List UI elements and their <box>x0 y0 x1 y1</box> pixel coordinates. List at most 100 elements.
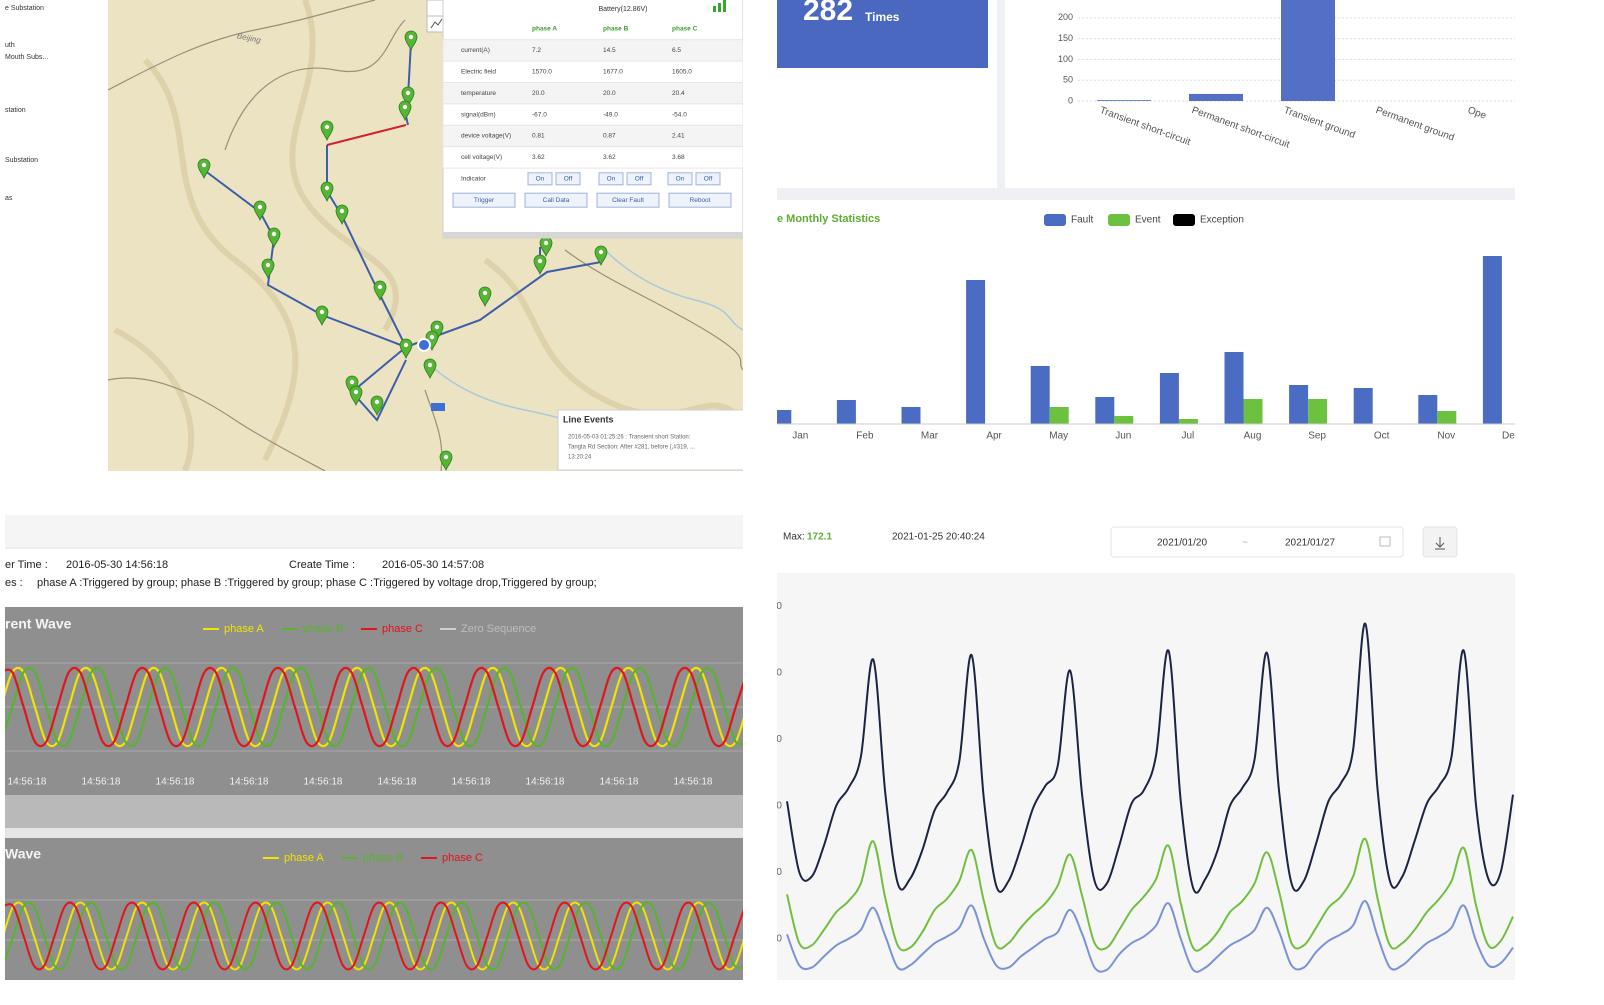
bar <box>777 410 792 424</box>
indicator-button[interactable] <box>667 172 693 186</box>
toolbar-button[interactable] <box>426 15 446 33</box>
signal-bar <box>713 6 716 12</box>
causes-label: es : <box>5 577 23 589</box>
x-tick-label: 14:56:18 <box>378 777 417 788</box>
action-button[interactable] <box>596 192 660 208</box>
x-tick-label: May <box>1049 431 1068 442</box>
device-marker <box>398 100 412 122</box>
x-tick-label: Oct <box>1374 431 1390 442</box>
road <box>107 377 326 471</box>
indicator-button-text: Off <box>704 176 713 183</box>
action-button-text: Trigger <box>474 197 495 204</box>
table-cell: -54.0 <box>672 111 687 118</box>
table-cell: 6.5 <box>672 47 681 54</box>
divider <box>997 0 1005 190</box>
x-tick-label: Apr <box>986 431 1002 442</box>
table-cell: 20.0 <box>603 90 616 97</box>
table-cell: cell voltage(V) <box>461 154 502 161</box>
action-button[interactable] <box>524 192 588 208</box>
table-cell: 3.68 <box>672 154 685 161</box>
action-button-text: Reboot <box>690 197 711 204</box>
date-from: 2021/01/20 <box>1157 538 1207 549</box>
bar <box>966 280 986 424</box>
device-marker-dot <box>482 290 488 296</box>
bar <box>1030 366 1050 424</box>
voltage-wave-title: Wave <box>5 846 41 862</box>
legend-swatch <box>1044 214 1066 226</box>
device-marker-dot <box>257 204 263 210</box>
sidebar <box>5 0 109 471</box>
sidebar-item: as <box>5 195 13 202</box>
line-event-text: 13:20:24 <box>568 455 592 461</box>
table-cell: 2.41 <box>672 133 685 140</box>
y-tick-label: 100 <box>1058 54 1073 64</box>
y-tick-label: 200 <box>1058 12 1073 22</box>
indicator-button[interactable] <box>695 172 721 186</box>
indicator-label: Indicator <box>461 176 487 183</box>
trend-panel: Max: 172.1 2021-01-25 20:40:24 2021/01/2… <box>765 515 1515 980</box>
table-cell: -67.0 <box>532 111 547 118</box>
indicator-button[interactable] <box>626 172 652 186</box>
bar <box>1482 256 1502 424</box>
toolbar-button[interactable] <box>426 0 446 17</box>
trigger-label: er Time : <box>5 559 48 571</box>
table-cell: 7.2 <box>532 47 541 54</box>
action-button[interactable] <box>452 192 516 208</box>
max-value: 172.1 <box>807 532 832 543</box>
calendar-icon <box>1379 536 1391 547</box>
x-tick-label: 14:56:18 <box>156 777 195 788</box>
series-line <box>5 666 743 748</box>
bar <box>836 400 856 424</box>
series-line <box>5 901 743 971</box>
device-marker-dot <box>201 162 207 168</box>
date-to: 2021/01/27 <box>1285 538 1335 549</box>
date-range-picker[interactable] <box>1110 526 1404 558</box>
indicator-button[interactable] <box>598 172 624 186</box>
action-button[interactable] <box>668 192 732 208</box>
legend-label: Zero Sequence <box>461 623 536 635</box>
indicator-button-text: On <box>607 176 616 183</box>
bar <box>1281 0 1335 101</box>
x-tick-label: Jun <box>1115 431 1131 442</box>
table-cell: 0.81 <box>532 133 545 140</box>
power-line <box>326 190 407 348</box>
device-marker <box>261 258 275 280</box>
legend-label: phase A <box>224 623 264 635</box>
y-tick-label: 250 <box>1058 0 1073 1</box>
device-popup: Battery(12.86V) phase A phase B phase C cur… <box>442 0 743 239</box>
indicator-button[interactable] <box>527 172 553 186</box>
signal-bar <box>718 3 721 12</box>
road-shield <box>431 403 445 411</box>
wave-panel: er Time : 2016-05-30 14:56:18 Create Tim… <box>5 515 743 980</box>
x-tick-label: Aug <box>1244 431 1262 442</box>
x-tick-label: 14:56:18 <box>526 777 565 788</box>
trend-chart: 30 60 90 120 150 180 <box>765 601 1514 973</box>
terrain-ridge <box>113 327 195 471</box>
table-cell: 1677.0 <box>603 69 623 76</box>
legend-label: Fault <box>1071 215 1093 226</box>
max-label: Max: <box>783 532 805 543</box>
bar <box>1159 373 1179 424</box>
device-marker-dot <box>427 362 433 368</box>
bar <box>1308 399 1328 424</box>
bar <box>1178 419 1198 424</box>
bar <box>1049 407 1069 424</box>
bar <box>1095 397 1115 424</box>
bar <box>1418 395 1438 424</box>
indicator-button[interactable] <box>555 172 581 186</box>
create-time: 2016-05-30 14:57:08 <box>382 559 484 571</box>
sidebar-item: e Substation <box>5 5 44 12</box>
table-cell: 1605.0 <box>672 69 692 76</box>
indicator-button-text: On <box>536 176 545 183</box>
river <box>604 249 743 331</box>
table-header: phase B <box>603 26 629 33</box>
separator <box>5 828 743 838</box>
y-tick-label: 180 <box>765 601 782 612</box>
series-line <box>5 901 743 971</box>
device-marker-dot <box>598 249 604 255</box>
legend-label: phase B <box>363 852 403 864</box>
bar <box>1097 100 1151 101</box>
monthly-title: e Monthly Statistics <box>777 213 880 225</box>
legend-label: phase A <box>284 852 324 864</box>
y-tick-label: 150 <box>765 667 782 678</box>
